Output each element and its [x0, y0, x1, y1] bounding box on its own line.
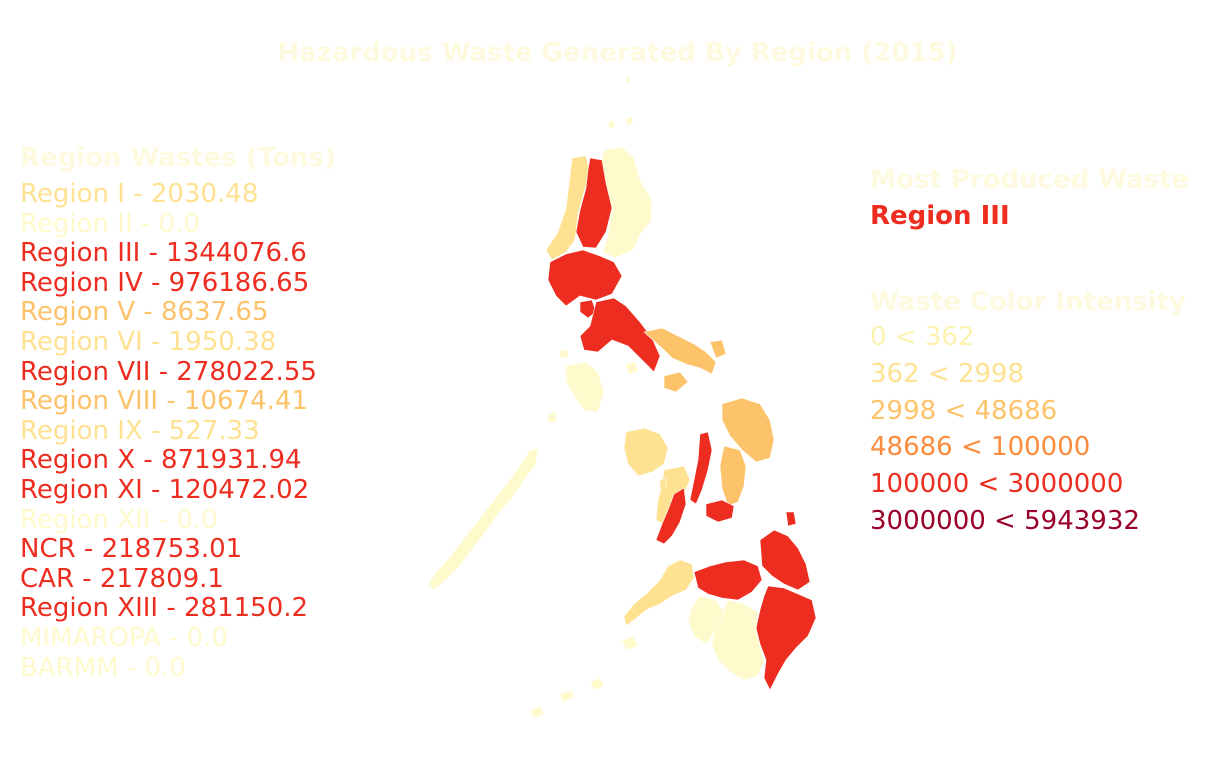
philippines-map	[420, 60, 840, 730]
map-region-vi-guimaras	[659, 477, 667, 489]
map-region-ix	[623, 559, 695, 627]
map-region-viii-leyte	[719, 445, 747, 507]
map-region-babuyan-islet-2	[625, 116, 634, 126]
region-row: MIMAROPA - 0.0	[20, 622, 228, 653]
map-region-barmm-tawi	[529, 705, 545, 719]
intensity-row: 0 < 362	[870, 322, 975, 352]
map-region-iv	[579, 297, 661, 373]
region-row: Region XI - 120472.02	[20, 474, 310, 505]
region-row: Region XII - 0.0	[20, 504, 218, 535]
intensity-row: 48686 < 100000	[870, 432, 1091, 463]
map-region-iii	[547, 249, 623, 307]
region-wastes-panel: Region Wastes (Tons) Region I - 2030.48 …	[20, 141, 420, 683]
region-row: Region X - 871931.94	[20, 445, 302, 476]
map-region-mimaropa-mindoro	[565, 361, 605, 413]
map-region-xi	[755, 585, 817, 691]
map-region-mimaropa-islet-2	[559, 349, 569, 359]
map-region-x	[693, 559, 763, 601]
map-region-xiii-siargao	[785, 511, 797, 527]
region-row: Region II - 0.0	[20, 208, 200, 239]
map-region-v-catanduanes	[709, 339, 727, 359]
region-row: Region XIII - 281150.2	[20, 593, 309, 624]
map-region-vi-panay	[623, 427, 669, 477]
map-region-ncr	[579, 299, 597, 319]
intensity-row: 100000 < 3000000	[870, 469, 1124, 500]
map-region-car	[575, 157, 613, 249]
region-row: Region VIII - 10674.41	[20, 386, 309, 417]
map-region-viii-samar	[721, 397, 775, 463]
region-row: Region IX - 527.33	[20, 415, 260, 446]
intensity-row: 3000000 < 5943932	[870, 505, 1140, 536]
intensity-heading: Waste Color Intensity	[870, 287, 1186, 317]
map-region-barmm	[687, 595, 725, 645]
region-row: Region VII - 278022.55	[20, 356, 317, 387]
intensity-list: 0 < 362 362 < 2998 2998 < 48686 48686 < …	[870, 319, 1229, 540]
region-row: NCR - 218753.01	[20, 534, 243, 565]
map-region-vii-negros-oriental	[655, 487, 687, 545]
region-row: Region I - 2030.48	[20, 179, 259, 209]
map-region-babuyan-islet	[607, 120, 616, 130]
region-row: Region IV - 976186.65	[20, 267, 310, 298]
page-title: Hazardous Waste Generated By Region (201…	[277, 38, 958, 68]
map-region-vii-cebu	[689, 431, 713, 505]
most-produced-value: Region III	[870, 201, 1010, 231]
legend-panel: Most Produced Waste Region III Waste Col…	[870, 163, 1229, 540]
most-produced-heading: Most Produced Waste	[870, 165, 1190, 195]
map-region-vii-bohol	[705, 499, 735, 523]
map-region-barmm-sulu	[589, 677, 605, 691]
map-region-v-masbate	[663, 371, 689, 393]
region-list: Region I - 2030.48 Region II - 0.0 Regio…	[20, 179, 420, 683]
intensity-row: 2998 < 48686	[870, 395, 1058, 426]
map-region-barmm-sulu-2	[559, 689, 575, 703]
region-row: BARMM - 0.0	[20, 652, 186, 683]
map-region-mimaropa-palawan	[427, 447, 539, 591]
map-svg	[427, 75, 817, 719]
intensity-row: 362 < 2998	[870, 358, 1025, 389]
map-region-barmm-basilan	[621, 635, 639, 651]
map-region-mimaropa-islet	[547, 411, 557, 423]
region-row: CAR - 217809.1	[20, 563, 224, 594]
map-region-mimaropa-marinduque	[625, 361, 639, 375]
region-row: Region V - 8637.65	[20, 297, 269, 328]
region-row: Region VI - 1950.38	[20, 326, 277, 357]
map-region-batanes-islet	[625, 75, 632, 85]
region-row: Region III - 1344076.6	[20, 238, 307, 269]
region-wastes-heading: Region Wastes (Tons)	[20, 143, 336, 173]
map-region-xiii	[759, 529, 811, 591]
map-region-v	[643, 327, 717, 375]
